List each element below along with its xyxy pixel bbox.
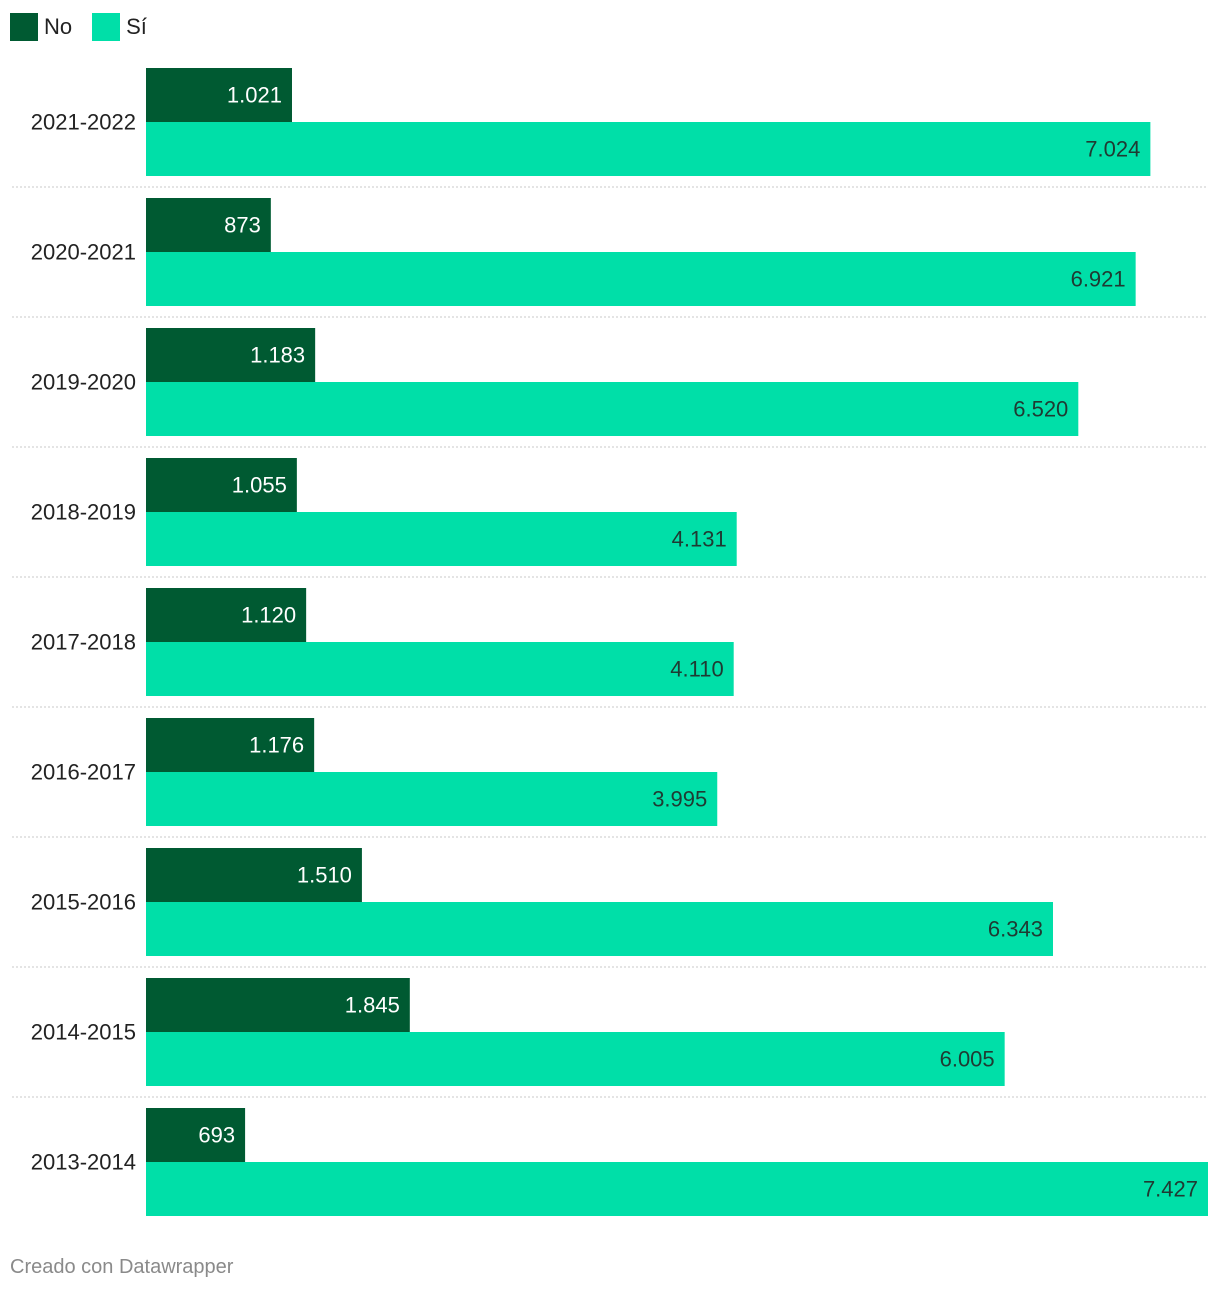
bar-no bbox=[146, 1108, 246, 1162]
data-label-no: 1.845 bbox=[345, 993, 400, 1018]
footer-credit: Creado con Datawrapper bbox=[10, 1256, 234, 1278]
bar-no bbox=[146, 978, 410, 1032]
category-label: 2017-2018 bbox=[31, 630, 136, 655]
category-label: 2014-2015 bbox=[31, 1020, 136, 1045]
bar-si bbox=[146, 1032, 1005, 1086]
bar-no bbox=[146, 328, 316, 382]
category-label: 2020-2021 bbox=[31, 240, 136, 265]
legend-item-no: No bbox=[10, 13, 72, 41]
bar-no bbox=[146, 718, 315, 772]
legend-label-si: Sí bbox=[126, 14, 147, 39]
data-label-si: 4.110 bbox=[670, 657, 723, 682]
bar-si bbox=[146, 122, 1151, 176]
data-label-no: 1.120 bbox=[241, 603, 296, 628]
data-label-si: 6.921 bbox=[1071, 267, 1126, 292]
bar-chart: 2021-2022 1.021 7.024 2020-2021 873 6.921 2019… bbox=[12, 68, 1208, 1216]
bar-no bbox=[146, 458, 297, 512]
bar-si bbox=[146, 252, 1136, 306]
chart-legend: No Sí bbox=[10, 12, 167, 42]
category-label: 2016-2017 bbox=[31, 760, 136, 785]
bar-no bbox=[146, 588, 307, 642]
bar-no bbox=[146, 848, 362, 902]
category-label: 2019-2020 bbox=[31, 370, 136, 395]
bar-no bbox=[146, 68, 292, 122]
data-label-no: 1.055 bbox=[232, 473, 287, 498]
data-label-si: 6.005 bbox=[940, 1047, 995, 1072]
bar-si bbox=[146, 1162, 1208, 1216]
bar-si bbox=[146, 382, 1079, 436]
legend-swatch-si bbox=[92, 13, 121, 41]
category-label: 2015-2016 bbox=[31, 890, 136, 915]
data-label-si: 7.427 bbox=[1143, 1177, 1198, 1202]
data-label-si: 7.024 bbox=[1085, 137, 1140, 162]
legend-label-no: No bbox=[44, 14, 73, 39]
category-label: 2018-2019 bbox=[31, 500, 136, 525]
bar-si bbox=[146, 642, 734, 696]
bar-si bbox=[146, 902, 1053, 956]
data-label-si: 4.131 bbox=[672, 527, 727, 552]
data-label-no: 1.021 bbox=[227, 83, 282, 108]
data-label-si: 6.343 bbox=[988, 917, 1043, 942]
data-label-no: 1.183 bbox=[250, 343, 305, 368]
bar-no bbox=[146, 198, 271, 252]
bar-si bbox=[146, 512, 737, 566]
category-label: 2021-2022 bbox=[31, 110, 136, 135]
data-label-no: 1.510 bbox=[297, 863, 352, 888]
data-label-no: 693 bbox=[198, 1123, 235, 1148]
data-label-si: 6.520 bbox=[1013, 397, 1068, 422]
legend-swatch-no bbox=[10, 13, 38, 41]
category-label: 2013-2014 bbox=[31, 1150, 136, 1175]
data-label-no: 873 bbox=[224, 213, 261, 238]
data-label-si: 3.995 bbox=[652, 787, 707, 812]
legend-item-si: Sí bbox=[92, 13, 147, 41]
bar-si bbox=[146, 772, 718, 826]
data-label-no: 1.176 bbox=[249, 733, 304, 758]
